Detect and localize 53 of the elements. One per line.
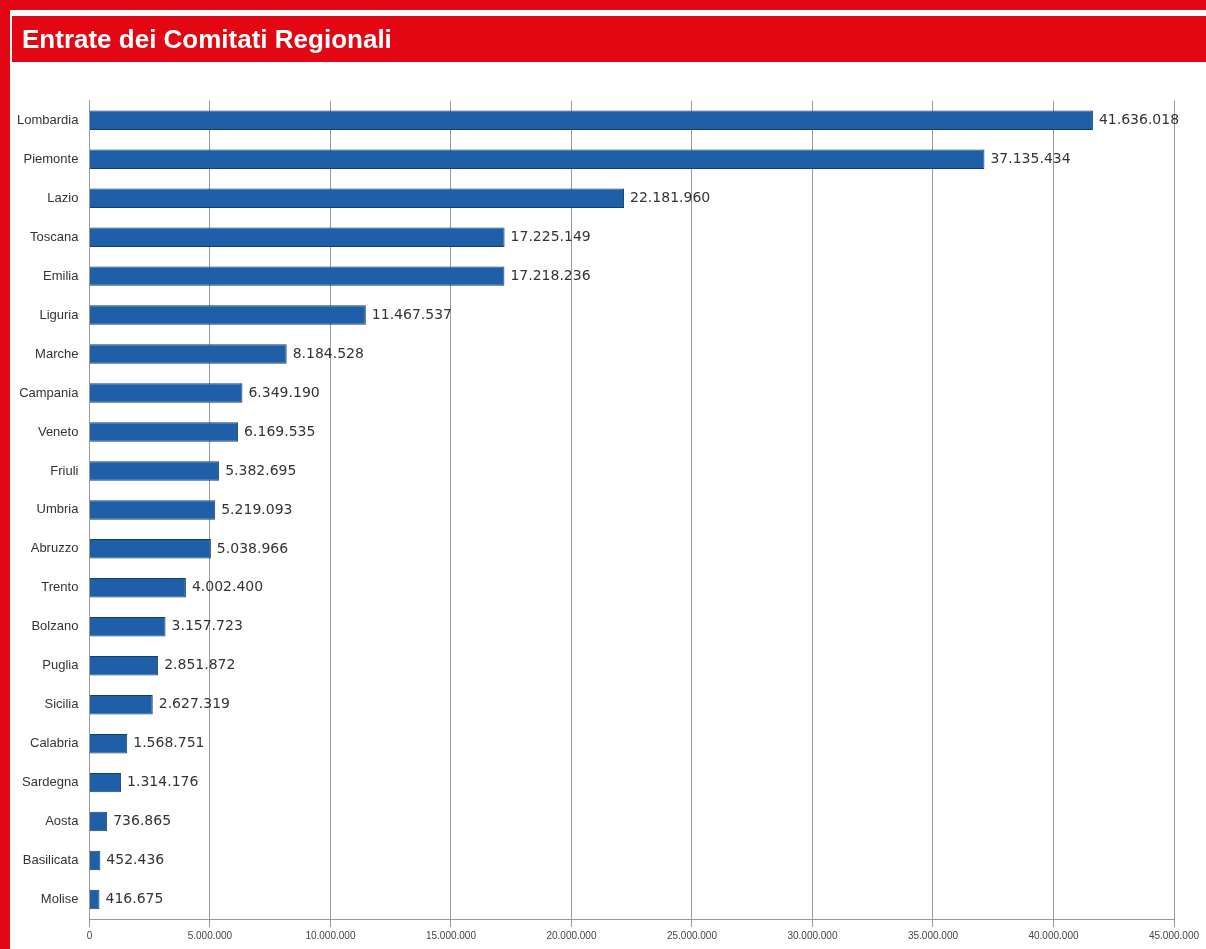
x-tick-label: 15.000.000: [425, 929, 477, 941]
data-label: 17.218.236: [510, 266, 591, 283]
data-label: 41.636.018: [1098, 110, 1180, 127]
data-label: 2.851.872: [164, 656, 236, 673]
data-label: 416.675: [105, 890, 164, 907]
x-tick-label: 25.000.000: [666, 929, 718, 941]
y-tick-label: Emilia: [43, 267, 80, 283]
y-tick-label: Umbria: [36, 501, 80, 517]
data-label: 37.135.434: [990, 149, 1071, 166]
y-tick-label: Lombardia: [16, 111, 80, 127]
data-label: 3.157.723: [171, 617, 243, 634]
data-label: 6.169.535: [244, 422, 316, 439]
y-tick-label: Campania: [19, 384, 80, 400]
y-tick-label: Veneto: [37, 423, 79, 439]
data-label: 736.865: [113, 812, 172, 829]
data-label: 5.219.093: [221, 500, 293, 517]
x-tick-label: 5.000.000: [187, 929, 233, 941]
y-tick-label: Calabria: [30, 735, 80, 751]
x-tick-label: 35.000.000: [907, 929, 959, 941]
y-tick-label: Lazio: [47, 189, 79, 205]
data-label: 6.349.190: [248, 383, 320, 400]
data-label: 8.184.528: [292, 344, 364, 361]
x-tick-label: 10.000.000: [305, 929, 356, 941]
y-tick-label: Piemonte: [23, 150, 79, 166]
x-tick-label: 20.000.000: [546, 929, 597, 941]
data-label: 17.225.149: [510, 227, 591, 244]
y-tick-label: Abruzzo: [30, 540, 79, 556]
x-tick-label: 40.000.000: [1028, 929, 1079, 941]
y-tick-label: Puglia: [42, 657, 80, 673]
data-label: 5.382.695: [225, 461, 297, 478]
data-label: 22.181.960: [630, 188, 711, 205]
x-tick-label: 0: [86, 929, 93, 941]
x-tick-label: 45.000.000: [1148, 929, 1200, 941]
data-label: 11.467.537: [371, 305, 452, 322]
data-label: 1.568.751: [133, 734, 205, 751]
y-tick-label: Aosta: [45, 813, 80, 829]
y-tick-label: Liguria: [39, 306, 80, 322]
y-tick-label: Friuli: [50, 462, 79, 478]
y-tick-label: Sicilia: [44, 696, 80, 712]
data-label: 1.314.176: [127, 773, 199, 790]
y-tick-label: Trento: [41, 579, 79, 595]
y-tick-label: Marche: [35, 345, 79, 361]
data-label: 4.002.400: [191, 578, 264, 595]
y-tick-label: Bolzano: [31, 618, 79, 634]
y-tick-label: Toscana: [30, 228, 80, 244]
y-tick-label: Basilicata: [22, 852, 80, 868]
data-label: 452.436: [106, 851, 165, 868]
y-tick-label: Molise: [40, 891, 79, 907]
data-label: 2.627.319: [158, 695, 231, 712]
data-label: 5.038.966: [216, 539, 289, 556]
x-tick-label: 30.000.000: [787, 929, 838, 941]
y-tick-label: Sardegna: [22, 774, 80, 790]
chart-title: Entrate dei Comitati Regionali: [12, 16, 1206, 62]
